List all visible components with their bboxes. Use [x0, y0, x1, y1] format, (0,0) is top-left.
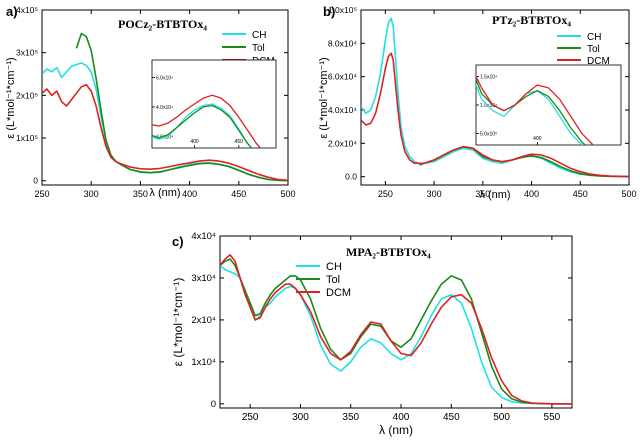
legend-label-ch: CH: [252, 30, 266, 41]
panel-b-xtick-label: 400: [524, 189, 539, 199]
series-line-tol: [220, 258, 572, 405]
legend-label-ch: CH: [326, 261, 342, 273]
panel-c-xtick-label: 300: [292, 412, 309, 423]
panel-b-ytick-label: 8.0x10⁴: [328, 38, 358, 48]
panel-a-inset-series: [152, 94, 262, 148]
legend-label-dcm: DCM: [326, 287, 351, 299]
series-line-dcm: [220, 254, 572, 405]
panel-a-xtick-label: 300: [84, 189, 99, 199]
inset-series-line-ch: [476, 83, 584, 145]
legend-label-tol: Tol: [252, 43, 265, 54]
panel-c-axes: 250 300 350 400 450 500 550 0 1x10⁴ 2x10⁴ 3x10⁴ 4x1…: [191, 231, 572, 423]
panel-a-xlabel: λ (nm): [149, 187, 180, 199]
series-line-dcm: [42, 83, 288, 182]
panel-b-inset-series: [476, 74, 595, 145]
panel-c-frame: [219, 235, 573, 409]
panel-b-ytick-label: 1.0x10⁵: [328, 5, 357, 15]
panel-c-xtick-label: 400: [393, 412, 410, 423]
inset-ytick-label: 1.5x10⁴: [480, 74, 497, 80]
series-line-ch: [220, 264, 572, 405]
panel-b-axes: 250 300 350 400 450 500 0.0 2.0x10⁴ 4.0x10⁴ 6.0x1…: [328, 5, 637, 199]
panel-c-xlabel: λ (nm): [379, 423, 413, 437]
panel-b-inset-frame: [475, 64, 622, 146]
inset-series-line-dcm: [152, 94, 262, 148]
inset-ytick-label: 4.0x10⁴: [156, 105, 173, 111]
panel-b-label: b): [323, 4, 335, 19]
panel-b-ytick-label: 2.0x10⁴: [328, 138, 358, 148]
panel-b-xtick-label: 500: [621, 189, 636, 199]
panel-b-frame: [360, 9, 630, 186]
series-line-tol: [75, 32, 288, 182]
panel-b-xtick-label: 350: [475, 189, 490, 199]
panel-a: a) POCz₂-BTBTOx₄ 250 300 350 400 450 500 0 1x10…: [5, 4, 296, 199]
inset-ytick-label: 6.0x10⁴: [156, 76, 173, 82]
panel-b-ytick-label: 6.0x10⁴: [328, 72, 358, 82]
panel-b-ytick-label: 0.0: [345, 172, 357, 182]
inset-ytick-label: 5.0x10³: [480, 132, 497, 138]
panel-c-series: [220, 254, 572, 405]
legend-label-ch: CH: [587, 32, 601, 43]
panel-a-ytick-label: 2x10⁵: [16, 90, 38, 100]
panel-a-inset-frame: [151, 59, 277, 149]
panel-c-xtick-label: 450: [443, 412, 460, 423]
legend-label-tol: Tol: [326, 274, 340, 286]
panel-a-ylabel: ε (L*mol⁻¹*cm⁻¹): [5, 57, 17, 138]
panel-c-xtick-label: 550: [544, 412, 561, 423]
panel-a-frame: [41, 9, 289, 186]
legend-label-tol: Tol: [587, 44, 600, 55]
panel-a-axes: 250 300 350 400 450 500 0 1x10⁵ 2x10⁵ 3x10⁵ 4x10⁵: [16, 5, 295, 199]
panel-b-xtick-label: 250: [378, 189, 393, 199]
panel-c-xtick-label: 250: [242, 412, 259, 423]
panel-c: c) MPA₂-BTBTOx₄ 250 300 350 400 450 500 550 0 1x…: [171, 231, 573, 437]
panel-a-ytick-label: 1x10⁵: [16, 133, 38, 143]
panel-b-ytick-label: 4.0x10⁴: [328, 105, 358, 115]
inset-series-line-tol: [152, 104, 253, 148]
panel-a-xtick-label: 500: [280, 189, 295, 199]
inset-series-line-dcm: [476, 74, 595, 145]
panel-c-ytick-label: 0: [211, 399, 216, 410]
panel-b-xlabel: λ (nm): [479, 189, 510, 201]
inset-xtick-label: 400: [533, 136, 542, 142]
panel-a-title: POCz₂-BTBTOx₄: [118, 17, 207, 31]
panel-a-ytick-label: 3x10⁵: [16, 48, 38, 58]
panel-a-ytick-label: 0: [33, 176, 38, 186]
panel-c-xtick-label: 500: [493, 412, 510, 423]
panel-a-ytick-label: 4x10⁵: [16, 5, 38, 15]
panel-c-xtick-label: 350: [342, 412, 359, 423]
series-line-dcm: [361, 52, 629, 178]
panel-b-xtick-label: 450: [573, 189, 588, 199]
panel-a-series: [42, 32, 288, 182]
panel-b-title: PTz₂-BTBTOx₄: [492, 13, 571, 27]
panel-c-ytick-label: 3x10⁴: [191, 273, 216, 284]
panel-c-ytick-label: 2x10⁴: [191, 315, 216, 326]
panel-b-series: [361, 17, 629, 178]
panel-a-xtick-label: 350: [133, 189, 148, 199]
series-line-ch: [361, 17, 629, 178]
panel-c-ytick-label: 1x10⁴: [191, 357, 216, 368]
panel-c-label: c): [172, 234, 184, 249]
legend-label-dcm: DCM: [587, 56, 610, 67]
inset-xtick-label: 450: [235, 139, 244, 145]
panel-b-xtick-label: 300: [427, 189, 442, 199]
panel-a-xtick-label: 250: [34, 189, 49, 199]
panel-b: b) PTz₂-BTBTOx₄ 250 300 350 400 450 500 0.0 2.0…: [318, 4, 637, 201]
panel-c-title: MPA₂-BTBTOx₄: [346, 245, 431, 259]
panel-c-ytick-label: 4x10⁴: [191, 231, 216, 242]
inset-xtick-label: 400: [190, 139, 199, 145]
panel-b-ylabel: ε (L*mol⁻¹*cm⁻¹): [318, 57, 330, 138]
panel-a-xtick-label: 450: [231, 189, 246, 199]
panel-c-ylabel: ε (L*mol⁻¹*cm⁻¹): [171, 278, 185, 367]
panel-a-label: a): [6, 4, 18, 19]
panel-a-xtick-label: 400: [182, 189, 197, 199]
